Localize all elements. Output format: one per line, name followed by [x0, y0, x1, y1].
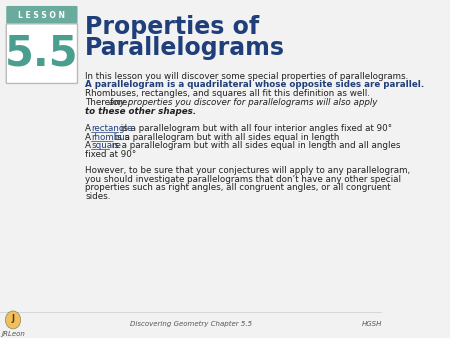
- Text: sides.: sides.: [85, 192, 111, 201]
- Text: Rhombuses, rectangles, and squares all fit this definition as well.: Rhombuses, rectangles, and squares all f…: [85, 89, 370, 98]
- Text: square: square: [91, 142, 121, 150]
- Text: L E S S O N: L E S S O N: [18, 11, 65, 20]
- Text: J: J: [12, 314, 14, 323]
- Text: rectangle: rectangle: [91, 124, 133, 133]
- Text: A parallelogram is a quadrilateral whose opposite sides are parallel.: A parallelogram is a quadrilateral whose…: [85, 80, 424, 89]
- Text: fixed at 90°: fixed at 90°: [85, 150, 136, 159]
- Text: 5.5: 5.5: [5, 33, 79, 75]
- Text: to these other shapes.: to these other shapes.: [85, 106, 196, 116]
- Text: HGSH: HGSH: [362, 321, 382, 327]
- Text: is a parallelogram but with all four interior angles fixed at 90°: is a parallelogram but with all four int…: [118, 124, 392, 133]
- Text: any properties you discover for parallelograms will also apply: any properties you discover for parallel…: [109, 98, 377, 107]
- Circle shape: [5, 311, 21, 329]
- FancyBboxPatch shape: [6, 6, 77, 26]
- Text: Parallelograms: Parallelograms: [85, 36, 285, 60]
- Text: In this lesson you will discover some special properties of parallelograms.: In this lesson you will discover some sp…: [85, 72, 409, 80]
- Text: Discovering Geometry Chapter 5.5: Discovering Geometry Chapter 5.5: [130, 321, 252, 327]
- Text: is a parallelogram but with all sides equal in length and all angles: is a parallelogram but with all sides eq…: [109, 142, 400, 150]
- Text: you should investigate parallelograms that don’t have any other special: you should investigate parallelograms th…: [85, 175, 401, 184]
- FancyBboxPatch shape: [6, 24, 77, 83]
- Text: properties such as right angles, all congruent angles, or all congruent: properties such as right angles, all con…: [85, 184, 391, 192]
- Text: is a parallelogram but with all sides equal in length: is a parallelogram but with all sides eq…: [112, 133, 340, 142]
- Text: Properties of: Properties of: [85, 15, 259, 39]
- Text: A: A: [85, 124, 94, 133]
- Text: However, to be sure that your conjectures will apply to any parallelogram,: However, to be sure that your conjecture…: [85, 166, 410, 175]
- Text: A: A: [85, 142, 94, 150]
- Text: rhombus: rhombus: [91, 133, 130, 142]
- Text: Therefore,: Therefore,: [85, 98, 133, 107]
- Text: JRLeon: JRLeon: [1, 331, 25, 337]
- Text: A: A: [85, 133, 94, 142]
